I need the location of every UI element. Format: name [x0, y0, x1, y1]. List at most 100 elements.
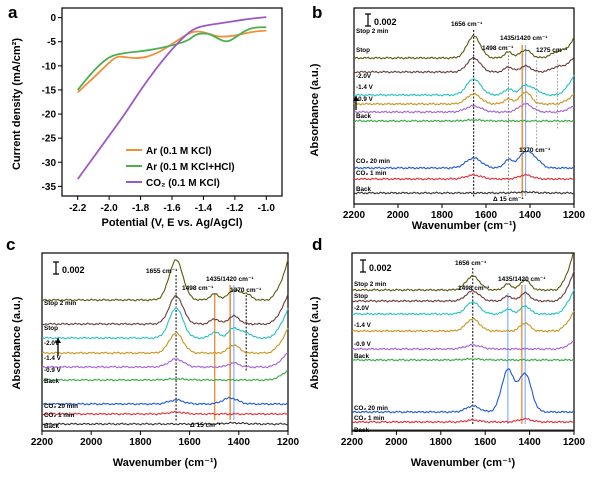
annotation-b-1435-1420: 1435/1420 cm⁻¹	[500, 35, 548, 42]
x-ticks-a: -2.2 -2.0 -1.8 -1.6 -1.4 -1.2 -1.0	[69, 196, 275, 214]
y-tick-label-a: -10	[42, 61, 57, 72]
direction-arrowhead	[55, 338, 61, 343]
y-tick-label-a: -15	[42, 85, 57, 96]
x-tick-label-a: -1.6	[163, 203, 181, 214]
series-line-1	[77, 26, 267, 91]
spectrum-trace-0	[353, 34, 575, 60]
spectrum-trace-8	[41, 421, 289, 426]
series-line-2	[76, 16, 267, 180]
panel-d: 2200 2000 1800 1600 1400 1200 Wavenumber (cm⁻…	[309, 252, 586, 469]
x-tick-label: 1200	[563, 437, 586, 448]
trace-label: CO₂ 20 min	[44, 403, 78, 410]
x-tick-label: 1600	[474, 437, 497, 448]
trace-label: Stop	[356, 47, 370, 54]
y-tick-label-a: 0	[50, 13, 56, 24]
trace-labels-b: Stop 2 min Stop -2.0V -1.4 V -0.9 V Back CO₂ 2…	[356, 28, 390, 193]
trace-label: -2.0V	[44, 340, 60, 347]
spectrum-trace-3	[353, 91, 575, 106]
x-tick-label: 1400	[518, 437, 541, 448]
spectrum-trace-2	[352, 288, 575, 316]
spectrum-trace-6	[353, 150, 575, 170]
panel-letter-b: b	[312, 3, 322, 22]
y-axis-title-d: Absorbance (a.u.)	[309, 296, 321, 389]
scale-bar-c: 0.002	[53, 261, 85, 275]
spectrum-trace-5	[41, 369, 289, 382]
spectrum-trace-3	[41, 327, 289, 355]
annotation-d-1656: 1656 cm⁻¹	[455, 260, 486, 267]
panel-c: 2200 2000 1800 1600 1400 1200 Wavenumber (cm⁻…	[11, 252, 300, 469]
annotation-c-1435-1420: 1435/1420 cm⁻¹	[206, 276, 254, 283]
x-tick-label: 1800	[431, 210, 454, 221]
trace-label: -1.4 V	[44, 355, 62, 362]
trace-label: CO₂ 1 min	[356, 170, 387, 177]
trace-label: Back	[354, 427, 370, 434]
y-tick-label-a: -25	[42, 134, 57, 145]
spectrum-trace-7	[351, 417, 575, 424]
x-tick-label: 1600	[178, 437, 201, 448]
spectrum-trace-1	[41, 293, 289, 326]
annotation-b-1275: 1275 cm⁻¹	[536, 47, 567, 54]
x-tick-label: 1200	[277, 437, 300, 448]
annotation-c-1370: 1370 cm⁻¹	[230, 287, 261, 294]
x-axis-title-c: Wavenumber (cm⁻¹)	[113, 457, 218, 469]
x-tick-label-a: -2.0	[101, 203, 119, 214]
x-tick-label: 1600	[475, 210, 498, 221]
spectrum-trace-7	[41, 410, 289, 416]
trace-label: CO₂ 20 min	[354, 405, 388, 412]
x-axis-title-a: Potential (V, E vs. Ag/AgCl)	[102, 217, 243, 229]
trace-label: -0.9 V	[356, 96, 374, 103]
trace-label: -0.9 V	[44, 367, 62, 374]
trace-labels-c: Stop 2 min Stop -2.0V -1.4 V -0.9 V Back CO₂ 2…	[44, 300, 78, 430]
scale-label-c: 0.002	[62, 265, 85, 275]
spectrum-trace-6	[351, 368, 575, 414]
x-tick-label: 1800	[129, 437, 152, 448]
trace-label: -1.4 V	[356, 84, 374, 91]
legend-label-ar-kcl-hcl: Ar (0.1 M KCl+HCl)	[146, 162, 235, 173]
spectrum-trace-3	[351, 310, 575, 333]
trace-label: CO₂ 20 min	[356, 158, 390, 165]
plot-frame-d	[351, 252, 575, 432]
y-axis-title-a: Current density (mA/cm²)	[11, 38, 23, 170]
trace-labels-d: Stop 2 min Stop -2.0V -1.4 V -0.9 V Back CO₂ 2…	[354, 281, 388, 434]
spectrum-trace-5	[351, 357, 575, 362]
annotation-b-1370: 1370 cm⁻¹	[519, 147, 550, 154]
trace-label: Stop 2 min	[44, 300, 76, 307]
annotation-c-1498: 1498 cm⁻¹	[182, 285, 213, 292]
x-tick-label-a: -2.2	[69, 203, 87, 214]
panel-letter-a: a	[8, 3, 18, 22]
annotation-d-1435-1420: 1435/1420 cm⁻¹	[498, 276, 546, 283]
y-axis-title-c: Absorbance (a.u.)	[11, 296, 23, 389]
spectrum-trace-2	[354, 74, 575, 97]
trace-label: Back	[356, 186, 372, 193]
spectra-c	[41, 259, 289, 426]
trace-label: Back	[356, 113, 372, 120]
x-tick-label-a: -1.4	[195, 203, 213, 214]
x-ticks-b: 2200 2000 1800 1600 1400 1200	[343, 204, 586, 221]
annotation-c-delta: Δ 15 cm⁻¹	[190, 422, 221, 429]
x-tick-label: 2000	[387, 210, 410, 221]
trace-label: Stop 2 min	[354, 281, 386, 288]
y-axis-title-b: Absorbance (a.u.)	[309, 63, 321, 156]
spectrum-trace-1	[353, 56, 575, 74]
annotation-b-1498: 1498 cm⁻¹	[482, 45, 513, 52]
x-ticks-c: 2200 2000 1800 1600 1400 1200	[31, 431, 300, 448]
spectrum-trace-1	[351, 270, 575, 303]
x-axis-title-b: Wavenumber (cm⁻¹)	[412, 220, 517, 232]
spectrum-trace-2	[42, 307, 289, 340]
panel-a: -2.2 -2.0 -1.8 -1.6 -1.4 -1.2 -1.0 0 -5 -10 -15 -2…	[11, 7, 283, 229]
plot-frame-c	[41, 252, 289, 432]
trace-label: -2.0V	[354, 305, 370, 312]
y-ticks-a: 0 -5 -10 -15 -20 -25 -30 -35	[42, 13, 62, 193]
trace-label: Stop	[44, 325, 58, 332]
x-tick-label: 2000	[80, 437, 103, 448]
spectrum-trace-8	[353, 190, 575, 195]
panel-b: 2200 2000 1800 1600 1400 1200 Wavenumber (cm⁻…	[309, 7, 586, 232]
spectra-b	[353, 30, 575, 198]
x-tick-label: 1400	[519, 210, 542, 221]
spectrum-trace-4	[351, 340, 575, 351]
annotation-b-delta: Δ 15 cm⁻¹	[493, 196, 524, 203]
trace-label: CO₂ 1 min	[44, 412, 75, 419]
direction-arrowhead	[353, 96, 359, 101]
annotation-d-1498: 1498 cm⁻¹	[458, 285, 489, 292]
